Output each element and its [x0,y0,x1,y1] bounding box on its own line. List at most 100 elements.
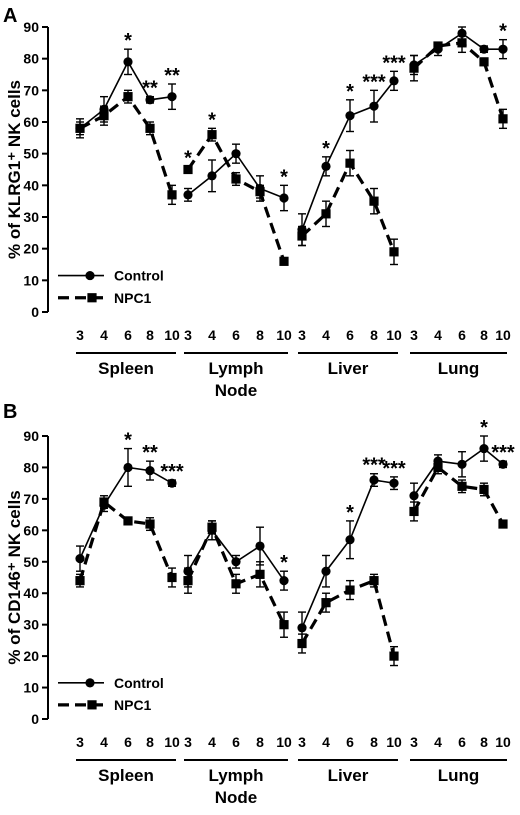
data-point [231,149,241,159]
data-point [498,459,508,469]
data-point [369,475,379,485]
group-label: Lung [438,766,480,785]
y-tick-label: 70 [23,82,39,98]
data-point [297,623,307,633]
x-tick-label: 8 [480,327,488,343]
y-tick-label: 30 [23,209,39,225]
x-tick-label: 6 [124,327,132,343]
data-point [183,164,193,175]
group-label: Lung [438,359,480,378]
group-label: Node [215,381,258,400]
x-tick-label: 10 [386,734,402,750]
data-point [99,497,109,507]
significance-marker: * [124,30,132,52]
x-tick-label: 4 [322,734,330,750]
x-tick-label: 8 [256,327,264,343]
y-tick-label: 80 [23,459,39,475]
x-tick-label: 8 [480,734,488,750]
group-label: Liver [328,359,369,378]
x-tick-label: 4 [208,327,216,343]
significance-marker: ** [142,442,158,464]
x-tick-label: 3 [410,734,418,750]
data-point [167,572,177,583]
y-tick-label: 60 [23,522,39,538]
significance-marker: *** [382,52,406,74]
data-point [389,247,399,257]
data-point [409,491,419,501]
data-point [207,171,217,181]
y-tick-label: 0 [31,711,39,727]
group-lung: 3 4 6 8 10 Lung **** [409,417,515,785]
group-label: Lymph [208,359,263,378]
data-point [145,123,155,133]
y-tick-label: 0 [31,304,39,320]
data-point [369,101,379,111]
data-point [457,459,467,469]
y-tick-label: 10 [23,272,39,288]
data-point [231,557,241,567]
data-point [389,478,399,488]
data-point [479,443,489,454]
x-tick-label: 6 [458,734,466,750]
data-point [167,92,177,102]
data-point [345,585,355,595]
chart-panel-b: B % of CD146⁺ NK cells 0 10 20 30 40 50 60 70 80 90… [3,401,515,807]
y-axis-label: % of KLRG1⁺ NK cells [5,80,24,259]
y-axis-label: % of CD146⁺ NK cells [5,490,24,664]
significance-marker: *** [491,442,515,464]
group-label: Liver [328,766,369,785]
x-tick-label: 3 [298,327,306,343]
significance-marker: ** [164,65,180,87]
y-tick-label: 80 [23,51,39,67]
group-lymph-node: 3 4 6 8 10 Lymph Node * * * [183,109,292,400]
y-tick-label: 20 [23,241,39,257]
x-tick-label: 8 [370,327,378,343]
legend-marker [87,700,97,710]
legend-item-control: Control [58,675,164,691]
significance-marker: *** [382,458,406,480]
data-point [498,519,508,529]
significance-marker: * [280,166,288,188]
legend-item-npc1: NPC1 [58,697,152,713]
data-point [498,114,508,124]
data-point [75,554,85,564]
significance-marker: ** [142,78,158,100]
x-tick-label: 6 [232,734,240,750]
x-tick-label: 8 [146,327,154,343]
significance-marker: * [184,147,192,169]
series-npc1 [75,495,177,588]
data-point [145,519,155,529]
group-lung: 3 4 6 8 10 Lung * [409,21,511,378]
series-npc1 [409,32,508,130]
significance-marker: * [280,552,288,574]
y-tick-label: 60 [23,114,39,130]
legend: Control NPC1 [58,675,164,713]
data-point [297,231,307,241]
significance-marker: * [480,417,488,439]
series-npc1 [183,520,289,638]
data-point [123,516,133,526]
data-point [207,522,217,532]
legend-item-control: Control [58,268,164,284]
data-point [123,57,133,67]
significance-marker: * [124,430,132,452]
series-npc1 [297,149,399,266]
significance-marker: *** [160,461,184,483]
x-tick-label: 10 [276,327,292,343]
significance-marker: * [208,109,216,131]
x-tick-label: 4 [100,734,108,750]
group-lymph-node: 3 4 6 8 10 Lymph Node * [183,520,292,807]
data-point [321,209,331,219]
data-point [279,620,289,630]
x-tick-label: 10 [495,734,511,750]
data-point [345,158,355,168]
x-tick-label: 8 [370,734,378,750]
x-tick-label: 10 [276,734,292,750]
x-tick-label: 3 [298,734,306,750]
data-point [279,576,289,586]
data-point [75,576,85,586]
series-control [75,447,177,572]
